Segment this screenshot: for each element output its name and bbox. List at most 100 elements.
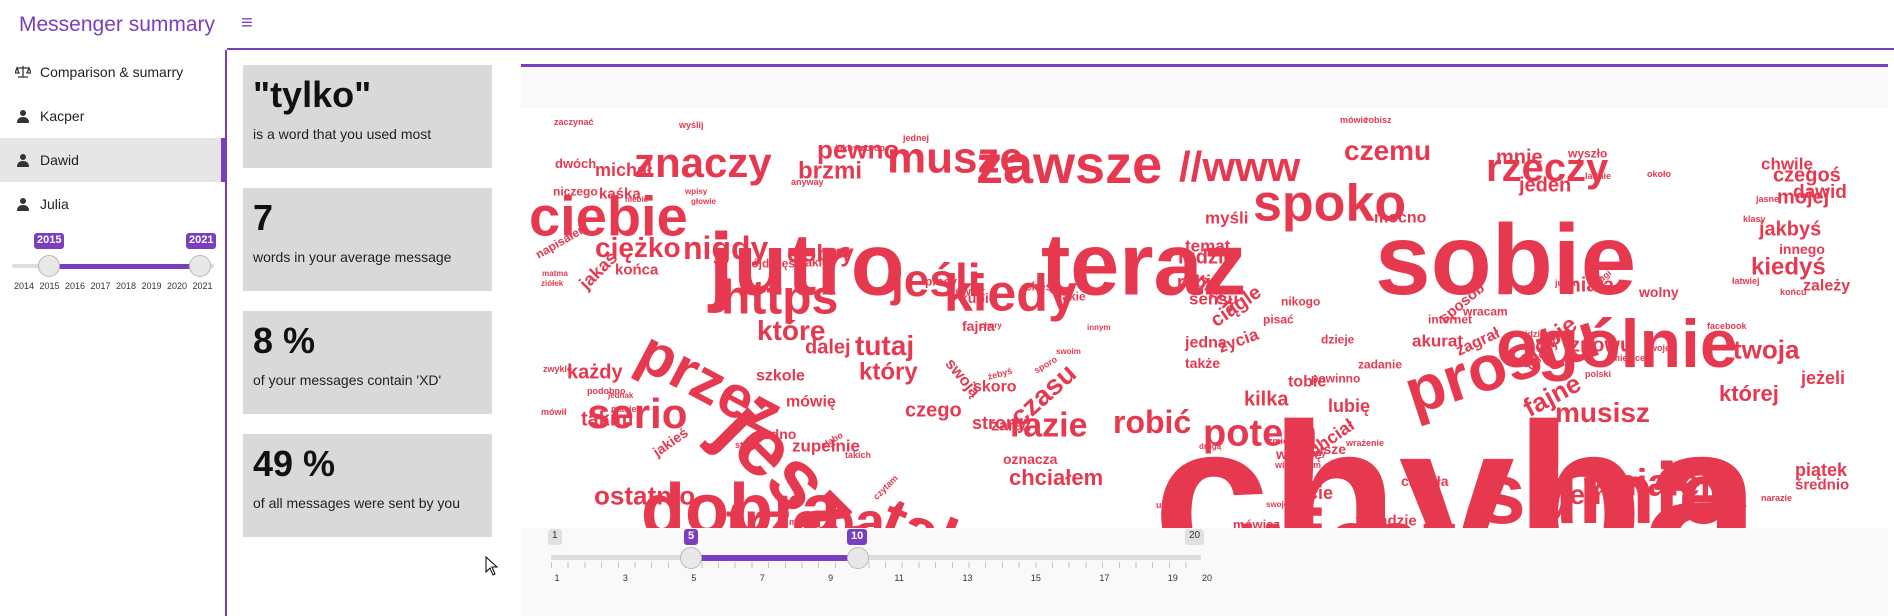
sidebar: Comparison & sumarry Kacper Dawid Julia …: [0, 50, 227, 616]
cloud-word: musisz: [1555, 397, 1650, 428]
cloud-word: znowu: [1570, 335, 1632, 357]
sidebar-item-comparison[interactable]: Comparison & sumarry: [0, 50, 225, 94]
sidebar-item-julia[interactable]: Julia: [0, 182, 225, 226]
cloud-word: dobra: [641, 470, 842, 528]
cloud-word: czego: [905, 400, 962, 422]
cloud-word: takim: [581, 409, 633, 431]
year-slider-to-handle[interactable]: [189, 255, 211, 277]
cloud-word: oznacza: [1003, 451, 1058, 467]
cloud-word: średnio: [1795, 477, 1849, 494]
cloud-word: pracy: [925, 274, 957, 288]
cloud-word: trzeba: [726, 492, 886, 528]
cloud-word: ostatnio: [594, 480, 695, 510]
cloud-word: udało: [1156, 500, 1181, 510]
cloud-word: wieczorem: [1274, 460, 1321, 470]
year-tick-label: 2021: [192, 281, 213, 291]
cloud-word: ludzie: [1178, 247, 1235, 269]
word-slider-to-label: 10: [847, 529, 868, 545]
stat-value: 8 %: [253, 320, 316, 361]
cloud-word: serio: [587, 390, 687, 437]
word-slider-tick-label: 7: [759, 573, 765, 583]
word-slider-from-handle[interactable]: [680, 547, 702, 569]
cloud-word: końca: [615, 262, 659, 279]
stat-card-most-used-word: "tylko" is a word that you used most: [243, 65, 492, 168]
cloud-word: wiedzę: [1275, 446, 1322, 462]
cloud-word: które: [757, 315, 825, 346]
cloud-word: dobry: [787, 241, 854, 268]
word-slider-tick-label: 3: [622, 573, 628, 583]
cloud-word: końcu: [1780, 287, 1807, 297]
cloud-word: potem: [1203, 413, 1317, 455]
cloud-word: której: [1719, 381, 1779, 406]
year-slider-from-handle[interactable]: [38, 255, 60, 277]
cloud-word: wolny: [1638, 284, 1679, 300]
cloud-word: miejsce: [1612, 353, 1645, 363]
word-slider-to-handle[interactable]: [847, 547, 869, 569]
cloud-word: mówić: [1340, 115, 1368, 125]
cloud-word: skoro: [973, 378, 1017, 395]
word-length-slider[interactable]: 1 20 5 10 1 3 5 7 9 11 13 15 17 19 20: [548, 526, 1212, 586]
cloud-word: musze: [887, 133, 1024, 182]
year-tick-label: 2014: [13, 281, 35, 291]
cloud-word: mówiła: [789, 517, 821, 527]
cloud-word: jakbyś: [1758, 219, 1821, 241]
cloud-word: życie: [1289, 483, 1333, 503]
word-slider-tick-label: 11: [894, 573, 904, 583]
mouse-cursor-icon: [485, 556, 499, 576]
stat-value: 7: [253, 197, 274, 238]
sidebar-item-kacper[interactable]: Kacper: [0, 94, 225, 138]
cloud-word: mocno: [1374, 209, 1427, 226]
cloud-word: lubię: [1328, 396, 1370, 416]
cloud-word: zmienić: [1268, 436, 1301, 446]
cloud-word: pewno: [817, 134, 899, 164]
word-cloud-canvas: [521, 108, 1888, 528]
cloud-word: akurat: [1412, 331, 1463, 350]
word-cloud: chybajutroterazsobiewieszsumiejeszczedob…: [529, 115, 1850, 528]
year-slider-to-label: 2021: [186, 233, 217, 249]
cloud-word: //www: [1179, 143, 1301, 190]
cloud-word: byłem: [1529, 479, 1610, 510]
cloud-word: sobie: [1375, 204, 1636, 316]
cloud-word: matmy: [1297, 448, 1326, 458]
cloud-word: czemu: [1344, 135, 1431, 166]
cloud-word: pisze: [1311, 441, 1346, 457]
cloud-word: pisać: [1263, 312, 1294, 326]
cloud-word: ciebie: [529, 185, 688, 248]
cloud-word: rzeczy: [1486, 146, 1609, 190]
cloud-word: powinno: [1311, 371, 1360, 385]
word-slider-from-label: 5: [684, 529, 699, 545]
cloud-word: internet: [1428, 312, 1472, 326]
user-icon: [15, 108, 31, 124]
cloud-word: klasy: [1743, 214, 1766, 224]
cloud-word: mojej: [1777, 187, 1829, 209]
cloud-word: stary: [735, 440, 757, 450]
cloud-word: chciała: [1401, 473, 1449, 489]
cloud-word: dalej: [805, 337, 851, 359]
cloud-word: innym: [1087, 323, 1111, 332]
cloud-word: wyszło: [1567, 146, 1607, 160]
sidebar-item-dawid[interactable]: Dawid: [0, 138, 225, 182]
year-tick-label: 2015: [39, 281, 60, 291]
cloud-word: dwóch: [555, 156, 596, 171]
cloud-word: mnie: [1496, 147, 1543, 169]
cloud-word: anyway: [791, 177, 824, 187]
stat-description: is a word that you used most: [253, 126, 432, 142]
cloud-word: mówił: [541, 407, 567, 417]
cloud-word: jeden: [1518, 175, 1571, 197]
menu-toggle-icon[interactable]: ≡: [241, 12, 253, 34]
stat-card-xd-messages: 8 % of your messages contain 'XD': [243, 311, 492, 414]
cloud-word: wiesz: [1240, 494, 1460, 528]
word-slider-tick-label: 17: [1099, 573, 1110, 583]
year-range-slider[interactable]: 2015 2021 2014 2015 2016 2017 2018 2019 2020 20…: [12, 233, 217, 293]
year-tick-label: 2019: [141, 281, 162, 291]
cloud-word: jasne: [1755, 194, 1779, 204]
cloud-word: ogólnie: [1496, 306, 1738, 382]
sidebar-item-label: Comparison & sumarry: [40, 64, 184, 80]
cloud-word: każdy: [567, 362, 623, 384]
word-slider-track[interactable]: [551, 555, 1201, 560]
cloud-word: innego: [1779, 241, 1825, 257]
cloud-word: robisz: [1365, 115, 1392, 125]
cloud-word: sumie: [1478, 446, 1727, 528]
cloud-word: chwilę: [1761, 154, 1813, 173]
cloud-word: zaraz: [991, 417, 1031, 434]
